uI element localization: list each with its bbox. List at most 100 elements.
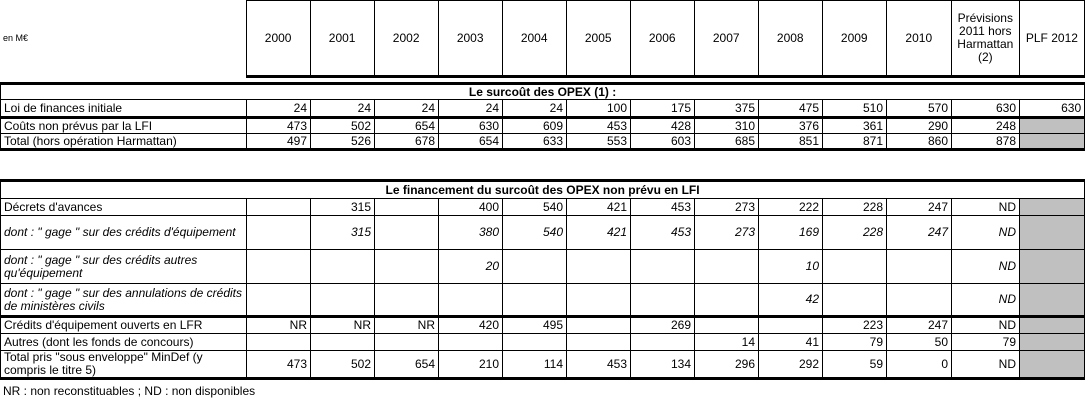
value-cell: 453	[630, 198, 695, 216]
table-row: Loi de finances initiale 24 24 24 24 24 100 175…	[0, 99, 1085, 119]
value-cell	[438, 283, 503, 318]
value-cell: ND	[951, 316, 1020, 334]
value-cell: 421	[566, 198, 631, 216]
value-cell: 630	[438, 117, 503, 134]
value-cell: 169	[758, 215, 823, 250]
value-cell	[374, 333, 439, 351]
value-cell	[374, 215, 439, 250]
value-cell: 222	[758, 198, 823, 216]
value-cell: 114	[502, 350, 567, 380]
value-cell: 223	[822, 316, 887, 334]
value-cell: 376	[758, 117, 823, 134]
value-cell: 290	[886, 117, 952, 134]
table-row: Autres (dont les fonds de concours) 14 41 7…	[0, 333, 1085, 351]
section-title: Le financement du surcoût des OPEX non p…	[0, 179, 1085, 199]
table-row: dont : " gage " sur des crédits autres q…	[0, 249, 1085, 284]
value-cell	[886, 283, 952, 318]
value-cell	[502, 333, 567, 351]
value-cell: ND	[951, 249, 1020, 284]
column-header: Prévisions 2011 hors Harmattan (2)	[950, 0, 1020, 78]
value-cell: 609	[502, 117, 567, 134]
value-cell: 315	[310, 215, 375, 250]
value-cell	[1018, 249, 1085, 284]
value-cell	[630, 333, 695, 351]
value-cell: 24	[246, 99, 311, 119]
value-cell	[310, 249, 375, 284]
value-cell: 603	[630, 133, 695, 151]
value-cell: NR	[374, 316, 439, 334]
value-cell: NR	[246, 316, 311, 334]
row-label: dont : " gage " sur des annulations de c…	[0, 283, 247, 318]
value-cell	[822, 283, 887, 318]
value-cell: 79	[951, 333, 1020, 351]
value-cell: 10	[758, 249, 823, 284]
table-row: Coûts non prévus par la LFI 473 502 654 630 6…	[0, 117, 1085, 134]
value-cell	[566, 249, 631, 284]
value-cell: 20	[438, 249, 503, 284]
value-cell: 375	[694, 99, 759, 119]
column-header: 2006	[629, 0, 695, 78]
value-cell	[630, 283, 695, 318]
row-label: Total (hors opération Harmattan)	[0, 133, 247, 151]
value-cell: 228	[822, 215, 887, 250]
value-cell: NR	[310, 316, 375, 334]
value-cell	[694, 316, 759, 334]
value-cell	[630, 249, 695, 284]
value-cell: 878	[951, 133, 1020, 151]
value-cell: 475	[758, 99, 823, 119]
value-cell: 134	[630, 350, 695, 380]
value-cell	[1018, 350, 1085, 380]
value-cell: 100	[566, 99, 631, 119]
value-cell: 630	[1018, 99, 1085, 119]
value-cell: ND	[951, 283, 1020, 318]
value-cell	[1018, 283, 1085, 318]
row-label: dont : " gage " sur des crédits autres q…	[0, 249, 247, 284]
value-cell: 24	[438, 99, 503, 119]
value-cell: 540	[502, 215, 567, 250]
value-cell: 678	[374, 133, 439, 151]
value-cell: 453	[630, 215, 695, 250]
value-cell	[246, 198, 311, 216]
value-cell: 248	[951, 117, 1020, 134]
value-cell	[886, 249, 952, 284]
value-cell	[1018, 215, 1085, 250]
unit-label: en M€	[3, 33, 29, 43]
row-label: Loi de finances initiale	[0, 99, 247, 119]
row-label: Autres (dont les fonds de concours)	[0, 333, 247, 351]
value-cell	[246, 333, 311, 351]
value-cell: 41	[758, 333, 823, 351]
value-cell	[1018, 133, 1085, 151]
header-table: en M€ 2000 2001 2002 2003 2004 2005 2006 2007 200…	[0, 0, 1085, 78]
value-cell: 273	[694, 215, 759, 250]
table-row: Total (hors opération Harmattan) 497 526 67…	[0, 133, 1085, 151]
value-cell: 59	[822, 350, 887, 380]
value-cell	[374, 249, 439, 284]
value-cell	[246, 283, 311, 318]
table-row: dont : " gage " sur des crédits d'équipe…	[0, 215, 1085, 250]
value-cell: 210	[438, 350, 503, 380]
opex-financement-table: Le financement du surcoût des OPEX non p…	[0, 179, 1085, 380]
value-cell: 247	[886, 198, 952, 216]
value-cell	[822, 249, 887, 284]
value-cell	[246, 215, 311, 250]
value-cell: 502	[310, 117, 375, 134]
value-cell: 453	[566, 117, 631, 134]
row-label: dont : " gage " sur des crédits d'équipe…	[0, 215, 247, 250]
value-cell: 175	[630, 99, 695, 119]
value-cell: 50	[886, 333, 952, 351]
value-cell: 540	[502, 198, 567, 216]
column-header: 2001	[309, 0, 375, 78]
value-cell: 654	[374, 117, 439, 134]
value-cell: 247	[886, 316, 952, 334]
value-cell	[1018, 198, 1085, 216]
value-cell: 630	[951, 99, 1020, 119]
value-cell	[374, 283, 439, 318]
table-row: Décrets d'avances 315 400 540 421 453 273 222 22…	[0, 198, 1085, 216]
value-cell: 495	[502, 316, 567, 334]
column-header: 2004	[501, 0, 567, 78]
value-cell: 310	[694, 117, 759, 134]
table-row: Crédits d'équipement ouverts en LFR NR NR N…	[0, 316, 1085, 334]
value-cell	[438, 333, 503, 351]
section-title: Le surcoût des OPEX (1) :	[0, 82, 1085, 100]
value-cell	[694, 249, 759, 284]
